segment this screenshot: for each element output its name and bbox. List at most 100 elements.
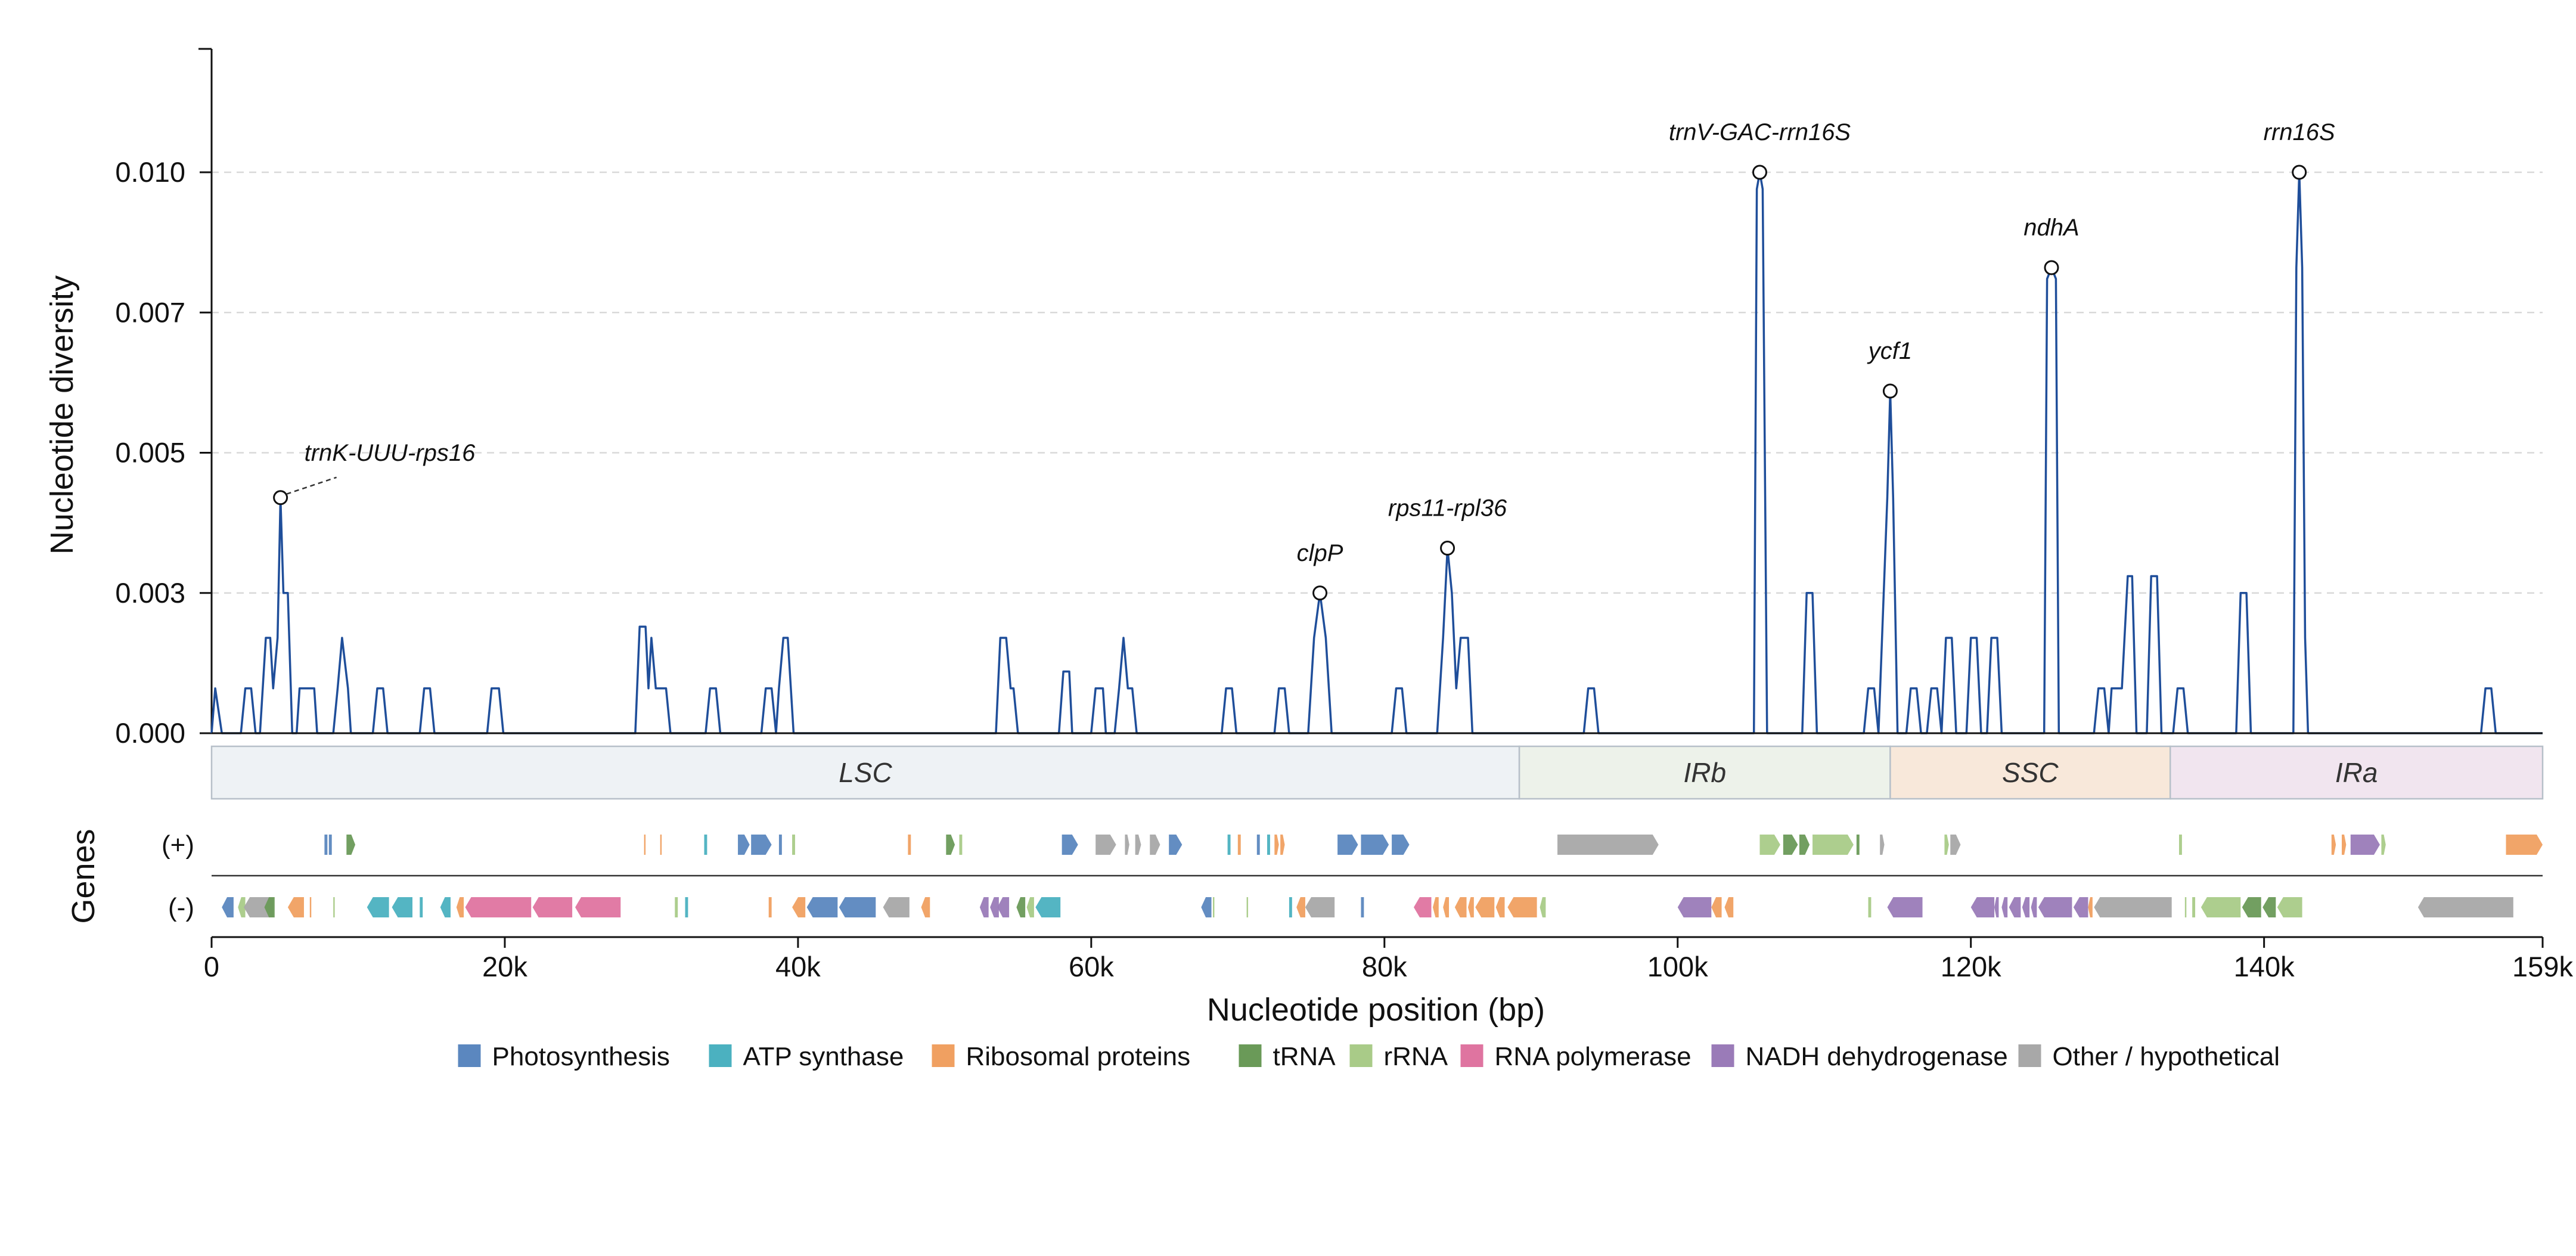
gene-minus <box>1361 897 1364 917</box>
y-ticks: 0.000 0.003 0.005 0.007 0.010 <box>115 156 212 749</box>
y-tick-label: 0.005 <box>115 437 185 469</box>
gene-minus <box>997 897 1010 917</box>
x-axis-title: Nucleotide position (bp) <box>1207 992 1545 1028</box>
gene-minus <box>2001 897 2008 917</box>
gene-plus <box>778 835 782 855</box>
gene-plus <box>1280 835 1285 855</box>
gene-minus <box>238 897 246 917</box>
gene-minus <box>1495 897 1505 917</box>
gene-plus <box>346 835 356 855</box>
legend-swatch <box>458 1044 481 1067</box>
gene-minus <box>1887 897 1923 917</box>
legend-label: ATP synthase <box>743 1042 904 1071</box>
gene-minus <box>1970 897 1995 917</box>
gene-minus <box>2277 897 2302 917</box>
gene-minus <box>1443 897 1450 917</box>
gene-plus <box>2381 835 2386 855</box>
gene-plus <box>1237 835 1241 855</box>
gene-plus <box>1557 835 1659 855</box>
peak-annotations: trnK-UUU-rps16 clpP rps11-rpl36 trnV-GAC-rr… <box>273 119 2335 601</box>
gene-plus <box>946 835 955 855</box>
gene-minus <box>1026 897 1034 917</box>
gene-minus <box>1468 897 1474 917</box>
gene-minus <box>2242 897 2261 917</box>
gene-minus <box>1454 897 1467 917</box>
gene-minus <box>2031 897 2037 917</box>
gene-minus <box>333 897 335 917</box>
x-ticks: 0 20k 40k 60k 80k 100k 120k 140k 159k <box>204 937 2573 982</box>
gene-plus <box>1812 835 1854 855</box>
y-tick-label: 0.007 <box>115 296 185 328</box>
peak-label: clpP <box>1297 540 1343 566</box>
gene-plus <box>1944 835 1949 855</box>
peak-marker <box>273 490 288 505</box>
gene-minus <box>990 897 999 917</box>
gene-minus <box>1994 897 1999 917</box>
legend-label: Photosynthesis <box>492 1042 670 1071</box>
legend: Photosynthesis ATP synthase Ribosomal prot… <box>458 1042 2280 1071</box>
peak-label: ndhA <box>2023 215 2079 241</box>
gene-minus <box>768 897 772 917</box>
gene-minus <box>1016 897 1026 917</box>
gene-minus <box>1507 897 1537 917</box>
peak-leader-line <box>286 476 337 495</box>
strand-plus-label: (+) <box>162 830 194 860</box>
gene-minus <box>2022 897 2030 917</box>
gene-plus <box>738 835 750 855</box>
legend-label: Ribosomal proteins <box>966 1042 1191 1071</box>
gene-minus <box>1296 897 1305 917</box>
legend-swatch <box>1349 1044 1373 1067</box>
genes-minus-track <box>222 897 2513 917</box>
gene-minus <box>1413 897 1432 917</box>
y-axis-title: Nucleotide diversity <box>44 275 80 554</box>
genes-track-title: Genes <box>66 829 101 923</box>
x-tick-label: 159k <box>2512 951 2573 982</box>
gene-minus <box>456 897 464 917</box>
gene-minus <box>2088 897 2093 917</box>
x-tick-label: 20k <box>482 951 527 982</box>
gene-plus <box>328 835 332 855</box>
y-tick-label: 0.010 <box>115 156 185 188</box>
gene-minus <box>2192 897 2196 917</box>
y-axis <box>198 48 213 733</box>
gene-plus <box>660 835 662 855</box>
gene-minus <box>792 897 806 917</box>
region-box <box>2169 745 2544 800</box>
legend-swatch <box>1460 1044 1483 1067</box>
gene-plus <box>704 835 707 855</box>
gene-plus <box>959 835 963 855</box>
gene-plus <box>1267 835 1270 855</box>
region-box <box>1518 745 1891 800</box>
legend-swatch <box>709 1044 732 1067</box>
strand-minus-label: (-) <box>168 893 194 922</box>
gene-plus <box>2342 835 2347 855</box>
peak-marker <box>2292 165 2307 180</box>
x-tick-label: 140k <box>2234 951 2295 982</box>
gene-plus <box>1880 835 1885 855</box>
gene-minus <box>2094 897 2172 917</box>
region-box <box>210 745 1520 800</box>
gene-minus <box>979 897 989 917</box>
gene-plus <box>2350 835 2380 855</box>
gene-plus <box>1135 835 1141 855</box>
gene-minus <box>2184 897 2187 917</box>
gene-plus <box>1227 835 1231 855</box>
gene-plus <box>2331 835 2336 855</box>
gene-plus <box>1856 835 1860 855</box>
gene-minus <box>1677 897 1712 917</box>
gene-minus <box>1246 897 1249 917</box>
gene-plus <box>1125 835 1129 855</box>
gene-minus <box>921 897 930 917</box>
legend-swatch <box>932 1044 955 1067</box>
legend-swatch <box>1711 1044 1734 1067</box>
peak-marker <box>1882 383 1898 399</box>
x-tick-label: 80k <box>1362 951 1407 982</box>
region-label: IRb <box>1683 757 1726 788</box>
peak-marker <box>2044 260 2059 275</box>
gene-plus <box>1337 835 1358 855</box>
gene-minus <box>465 897 532 917</box>
gene-plus <box>1256 835 1260 855</box>
gene-minus <box>1475 897 1495 917</box>
